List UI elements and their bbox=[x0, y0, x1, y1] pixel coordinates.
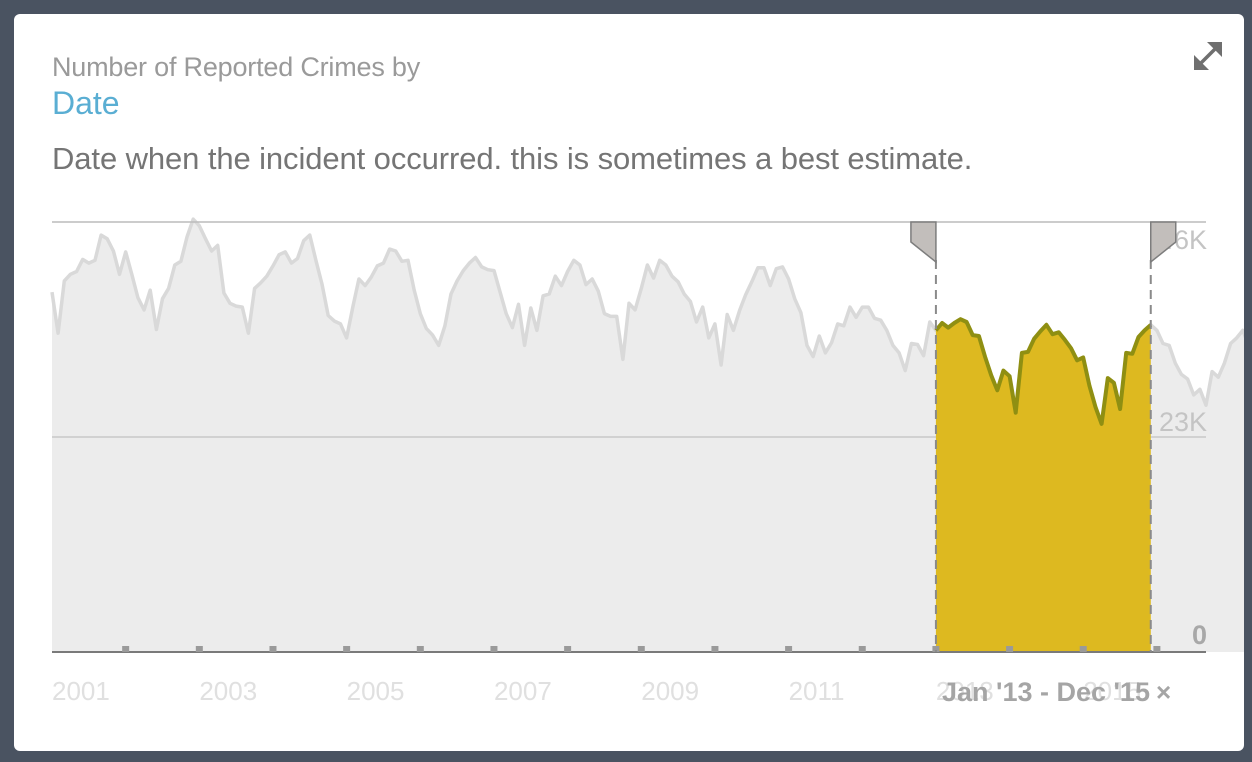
x-tick-label: 2009 bbox=[641, 676, 699, 706]
close-icon[interactable]: × bbox=[1155, 677, 1172, 707]
x-tick-mark bbox=[858, 646, 866, 652]
card-subtitle: Number of Reported Crimes by bbox=[52, 52, 421, 82]
x-tick-mark bbox=[269, 646, 277, 652]
x-tick-label: 2015 bbox=[1083, 676, 1141, 706]
series-line bbox=[50, 217, 1244, 426]
card-description: Date when the incident occurred. this is… bbox=[52, 141, 973, 176]
x-tick-label: 2013 bbox=[936, 676, 994, 706]
x-tick-mark bbox=[785, 646, 793, 652]
x-tick-label: 2005 bbox=[347, 676, 405, 706]
x-tick-mark bbox=[1079, 646, 1087, 652]
selection-right-handle[interactable] bbox=[1150, 221, 1177, 264]
x-tick-label: 2003 bbox=[199, 676, 257, 706]
x-tick-mark bbox=[195, 646, 203, 652]
x-tick-mark bbox=[416, 646, 424, 652]
selection-area bbox=[935, 319, 1151, 652]
x-tick-mark bbox=[1006, 646, 1014, 652]
x-tick-mark bbox=[932, 646, 940, 652]
x-tick-label: 2007 bbox=[494, 676, 552, 706]
x-tick-mark bbox=[122, 646, 130, 652]
x-tick-label: 2001 bbox=[52, 676, 110, 706]
x-tick-mark bbox=[637, 646, 645, 652]
selection-left-handle[interactable] bbox=[910, 221, 937, 264]
selection-line bbox=[934, 317, 1153, 426]
x-tick-mark bbox=[711, 646, 719, 652]
dimension-title-link[interactable]: Date bbox=[52, 85, 120, 121]
x-tick-label: 2011 bbox=[789, 676, 845, 706]
x-tick-mark bbox=[564, 646, 572, 652]
y-tick-label: 0 bbox=[1192, 620, 1207, 650]
x-tick-mark bbox=[490, 646, 498, 652]
selection-range-label: Jan '13 - Dec '15 bbox=[942, 677, 1150, 707]
chart-card: Number of Reported Crimes by Date Date w… bbox=[14, 14, 1244, 751]
x-tick-mark bbox=[1153, 646, 1161, 652]
y-tick-label: 23K bbox=[1159, 407, 1207, 437]
x-tick-mark bbox=[343, 646, 351, 652]
expand-arrows-icon[interactable] bbox=[1190, 38, 1226, 74]
selection-range-filter[interactable]: Jan '13 - Dec '15 × bbox=[942, 677, 1171, 708]
